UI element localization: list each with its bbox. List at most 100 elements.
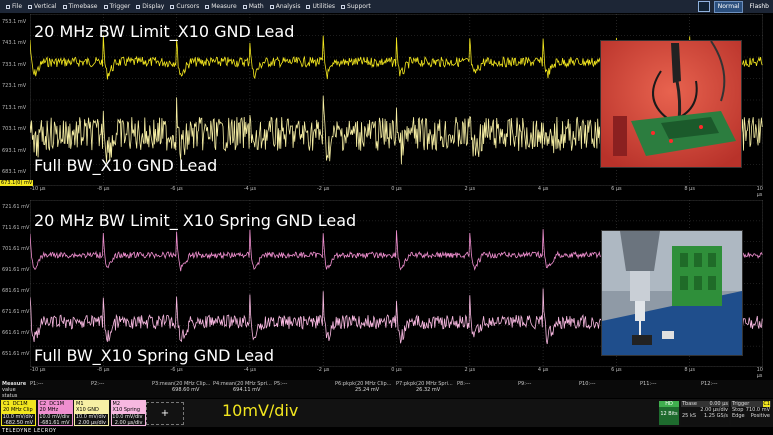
measure-param-name[interactable]: P12:--- xyxy=(701,381,718,387)
y-tick-label: 711.61 mV xyxy=(2,225,30,232)
measure-status-label: status xyxy=(2,393,18,399)
channel-id: M1 xyxy=(76,401,84,407)
measure-param-name[interactable]: P6:pkpk(20 MHz Clip... xyxy=(335,381,392,387)
channel-descriptor-c1[interactable]: C1 DC1M 20 MHz Clip 10.0 mV/div -682.50 mV xyxy=(1,400,36,426)
menu-label: Measure xyxy=(211,3,237,10)
menu-cursors[interactable]: Cursors xyxy=(170,3,199,10)
channel-offset: -682.50 mV xyxy=(3,420,33,426)
menu-label: Support xyxy=(347,3,371,10)
x-tick-label: -8 µs xyxy=(97,367,110,373)
measure-param-name[interactable]: P7:pkpk(20 MHz Spri... xyxy=(396,381,453,387)
y-tick-label: 733.1 mV xyxy=(2,61,27,68)
channel-descriptor-row: C1 DC1M 20 MHz Clip 10.0 mV/div -682.50 mV C2… xyxy=(0,399,773,427)
waveform-mode-icon[interactable] xyxy=(697,1,710,12)
sampling-label: Flashb xyxy=(749,3,769,10)
menu-analysis[interactable]: Analysis xyxy=(269,3,301,10)
menu-math[interactable]: Math xyxy=(242,3,264,10)
grid2-x-axis: -10 µs -8 µs -6 µs -4 µs -2 µs 0 µs 2 µs 4 µs 6 … xyxy=(30,367,763,379)
menu-label: Timebase xyxy=(68,3,98,10)
x-tick-label: -10 µs xyxy=(30,367,46,373)
x-tick-label: 4 µs xyxy=(537,186,549,192)
channel-coupling: DC1M xyxy=(12,401,28,407)
x-tick-label: -2 µs xyxy=(317,186,330,192)
cursors-icon xyxy=(170,4,175,9)
menu-label: Cursors xyxy=(176,3,200,10)
measure-param-name[interactable]: P9:--- xyxy=(518,381,532,387)
y-tick-label: 681.61 mV xyxy=(2,287,30,294)
measure-param-value: 694.11 mV xyxy=(233,387,261,393)
grid2-y-axis: 721.61 mV 711.61 mV 701.61 mV 691.61 mV 681.… xyxy=(0,200,30,367)
x-tick-label: 6 µs xyxy=(611,367,622,373)
measure-param-name[interactable]: P8:--- xyxy=(457,381,471,387)
grid1-x-axis: -10 µs -8 µs -6 µs -4 µs -2 µs 0 µs 2 µs 4 µs 6 … xyxy=(30,186,763,198)
measure-label: Measure xyxy=(2,381,27,387)
trigger-mode-button[interactable]: Normal xyxy=(713,0,744,13)
menu-measure[interactable]: Measure xyxy=(205,3,237,10)
sample-rate-value: 1.25 GS/s xyxy=(703,413,728,419)
grid1-annotation-bottom: Full BW_X10 GND Lead xyxy=(34,156,218,175)
channel-scale: 10.0 mV/div xyxy=(39,414,70,420)
measure-param-name[interactable]: P4:mean(20 MHz Spri... xyxy=(213,381,272,387)
menu-label: Analysis xyxy=(275,3,301,10)
x-tick-label: -2 µs xyxy=(317,367,330,373)
measure-param-name[interactable]: P3:mean(20 MHz Clip... xyxy=(152,381,211,387)
y-tick-label: 743.1 mV xyxy=(2,40,27,47)
channel-title: X10 Spring G... xyxy=(111,407,145,420)
trigger-icon xyxy=(103,4,108,9)
x-tick-label: -8 µs xyxy=(97,186,110,192)
measure-param-value: 26.32 mV xyxy=(416,387,441,393)
menu-trigger[interactable]: Trigger xyxy=(103,3,131,10)
menu-display[interactable]: Display xyxy=(136,3,164,10)
measure-param-value: 698.60 mV xyxy=(172,387,200,393)
menu-support[interactable]: Support xyxy=(341,3,371,10)
measure-param-name[interactable]: P10:--- xyxy=(579,381,596,387)
menu-label: Math xyxy=(248,3,264,10)
x-tick-label: 8 µs xyxy=(684,367,695,373)
support-icon xyxy=(341,4,346,9)
x-tick-label: 4 µs xyxy=(537,367,549,373)
scale-annotation: 10mV/div xyxy=(222,401,299,420)
add-channel-button[interactable]: + xyxy=(146,402,184,425)
grid2-annotation-top: 20 MHz BW Limit_ X10 Spring GND Lead xyxy=(34,211,357,230)
ground-lead-probe-photo xyxy=(600,40,742,168)
measure-param-value: 25.24 mV xyxy=(355,387,380,393)
trigger-stop: Stop xyxy=(732,407,744,413)
channel-descriptor-m1[interactable]: M1 X10 GND Lead 10.0 mV/div 2.00 µs/div xyxy=(74,400,109,426)
y-tick-label: 723.1 mV xyxy=(2,83,27,90)
menu-utilities[interactable]: Utilities xyxy=(306,3,335,10)
channel-coupling: DC1M xyxy=(49,401,65,407)
y-tick-label: 693.1 mV xyxy=(2,147,27,154)
x-tick-label: 6 µs xyxy=(611,186,622,192)
measure-icon xyxy=(205,4,210,9)
channel-title: 20 MHz Spri... xyxy=(38,407,72,420)
measure-param-name[interactable]: P11:--- xyxy=(640,381,657,387)
spring-ground-probe-photo xyxy=(601,230,743,356)
hd-badge: HD xyxy=(659,401,679,407)
menu-label: Trigger xyxy=(109,3,131,10)
tbase-label: Tbase xyxy=(682,401,697,407)
measure-param-name[interactable]: P2:--- xyxy=(91,381,105,387)
measure-value-label: value xyxy=(2,387,16,393)
y-tick-label: 661.61 mV xyxy=(2,329,30,336)
channel-offset: 2.00 µs/div xyxy=(114,420,143,426)
samples-value: 25 kS xyxy=(682,413,697,419)
channel-descriptor-m2[interactable]: M2 X10 Spring G... 10.0 mV/div 2.00 µs/div xyxy=(110,400,146,426)
y-tick-label: 651.61 mV xyxy=(2,350,30,357)
menu-file[interactable]: File xyxy=(6,3,22,10)
menu-label: Display xyxy=(142,3,165,10)
channel-id: C1 xyxy=(3,401,10,407)
y-tick-label: 721.61 mV xyxy=(2,204,30,211)
vertical-icon xyxy=(28,4,33,9)
menu-vertical[interactable]: Vertical xyxy=(28,3,57,10)
y-tick-label: 703.1 mV xyxy=(2,126,27,133)
measure-param-name[interactable]: P5:--- xyxy=(274,381,288,387)
x-tick-label: 8 µs xyxy=(684,186,695,192)
menu-bar: File Vertical Timebase Trigger Display Cursor… xyxy=(0,0,773,13)
timebase-trigger-panel[interactable]: HD 12 Bits Tbase 0.00 µs 2.00 µs/div 25 k… xyxy=(659,401,771,425)
channel-descriptor-c2[interactable]: C2 DC1M 20 MHz Spri... 10.0 mV/div -681.61 m… xyxy=(37,400,73,426)
menu-timebase[interactable]: Timebase xyxy=(62,3,98,10)
channel-scale: 10.0 mV/div xyxy=(75,414,106,420)
measure-param-name[interactable]: P1:--- xyxy=(30,381,44,387)
y-tick-label: 671.61 mV xyxy=(2,308,30,315)
y-tick-label: 713.1 mV xyxy=(2,104,27,111)
